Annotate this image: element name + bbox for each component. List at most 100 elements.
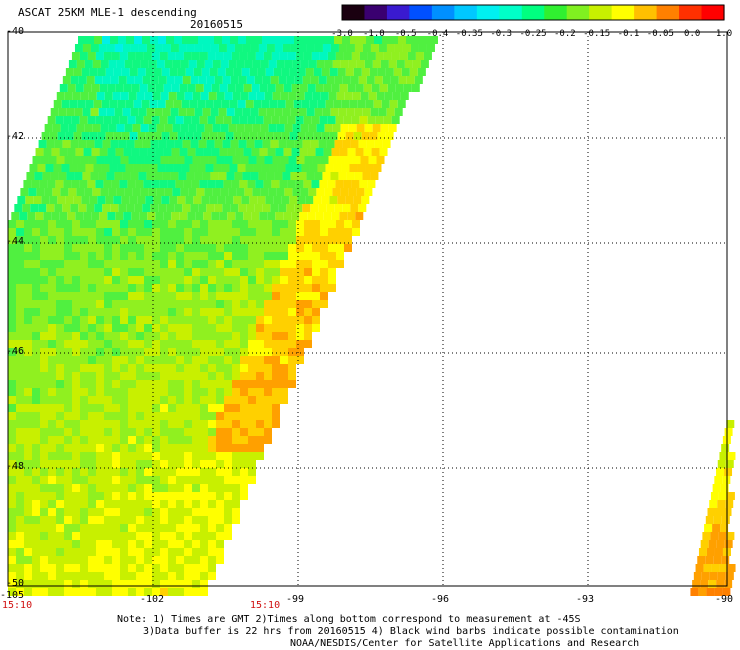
swath-cell	[233, 132, 242, 140]
swath-cell	[98, 108, 107, 116]
swath-cell	[137, 196, 146, 204]
swath-cell	[304, 156, 313, 164]
swath-cell	[709, 500, 718, 508]
swath-cell	[8, 428, 16, 436]
swath-cell	[248, 420, 256, 428]
swath-cell	[111, 52, 120, 60]
swath-cell	[160, 300, 168, 308]
swath-cell	[184, 332, 192, 340]
swath-cell	[412, 60, 421, 68]
swath-cell	[407, 52, 416, 60]
swath-cell	[128, 348, 136, 356]
swath-cell	[179, 148, 188, 156]
swath-cell	[268, 60, 277, 68]
swath-cell	[64, 308, 72, 316]
swath-cell	[136, 324, 144, 332]
swath-cell	[232, 444, 240, 452]
swath-cell	[286, 140, 295, 148]
swath-cell	[327, 116, 336, 124]
swath-cell	[139, 148, 148, 156]
swath-cell	[8, 380, 16, 388]
swath-cell	[125, 100, 134, 108]
swath-cell	[185, 196, 194, 204]
swath-cell	[96, 556, 104, 564]
swath-cell	[208, 572, 216, 580]
swath-cell	[118, 204, 127, 212]
swath-cell	[128, 468, 136, 476]
swath-cell	[96, 420, 104, 428]
swath-cell	[377, 68, 386, 76]
swath-cell	[224, 228, 232, 236]
swath-cell	[162, 172, 171, 180]
swath-cell	[296, 156, 305, 164]
swath-cell	[184, 556, 192, 564]
swath-cell	[231, 116, 240, 124]
swath-cell	[80, 348, 88, 356]
swath-cell	[244, 188, 253, 196]
swath-cell	[86, 76, 95, 84]
swath-cell	[337, 132, 346, 140]
swath-cell	[54, 204, 63, 212]
swath-cell	[176, 404, 184, 412]
swath-cell	[160, 380, 168, 388]
swath-cell	[215, 52, 224, 60]
swath-cell	[150, 140, 159, 148]
swath-cell	[394, 108, 403, 116]
swath-cell	[72, 220, 80, 228]
swath-cell	[112, 348, 120, 356]
swath-cell	[195, 212, 204, 220]
swath-cell	[168, 244, 176, 252]
swath-cell	[128, 588, 136, 596]
swath-cell	[176, 316, 184, 324]
swath-cell	[96, 236, 104, 244]
swath-cell	[312, 308, 320, 316]
swath-cell	[208, 468, 216, 476]
swath-cell	[366, 36, 374, 44]
swath-cell	[256, 92, 265, 100]
swath-cell	[40, 508, 48, 516]
swath-cell	[136, 516, 144, 524]
swath-cell	[200, 276, 208, 284]
swath-cell	[186, 172, 195, 180]
swath-cell	[214, 140, 223, 148]
swath-cell	[344, 244, 352, 252]
swath-cell	[256, 396, 264, 404]
swath-cell	[184, 316, 192, 324]
swath-cell	[49, 132, 58, 140]
swath-cell	[168, 364, 176, 372]
swath-cell	[104, 244, 112, 252]
swath-cell	[360, 156, 369, 164]
swath-cell	[72, 228, 80, 236]
swath-cell	[192, 572, 200, 580]
swath-cell	[104, 348, 112, 356]
swath-cell	[152, 588, 160, 596]
swath-cell	[112, 92, 121, 100]
swath-cell	[96, 524, 104, 532]
swath-cell	[144, 244, 152, 252]
swath-cell	[233, 196, 242, 204]
swath-cell	[224, 284, 232, 292]
swath-cell	[192, 492, 200, 500]
swath-cell	[48, 284, 56, 292]
swath-cell	[72, 276, 80, 284]
swath-cell	[56, 220, 64, 228]
swath-cell	[716, 540, 725, 548]
swath-cell	[291, 148, 300, 156]
swath-cell	[112, 484, 120, 492]
swath-cell	[240, 444, 248, 452]
swath-cell	[243, 84, 252, 92]
swath-cell	[195, 84, 204, 92]
swath-cell	[142, 76, 151, 84]
swath-cell	[168, 236, 176, 244]
swath-cell	[288, 236, 296, 244]
swath-cell	[320, 300, 328, 308]
swath-cell	[224, 444, 232, 452]
swath-cell	[250, 108, 259, 116]
swath-cell	[144, 228, 152, 236]
colorbar-tick-label: -1.0	[363, 29, 385, 39]
swath-cell	[176, 300, 184, 308]
swath-cell	[88, 324, 96, 332]
swath-cell	[329, 68, 338, 76]
swath-cell	[120, 220, 128, 228]
swath-cell	[216, 452, 224, 460]
